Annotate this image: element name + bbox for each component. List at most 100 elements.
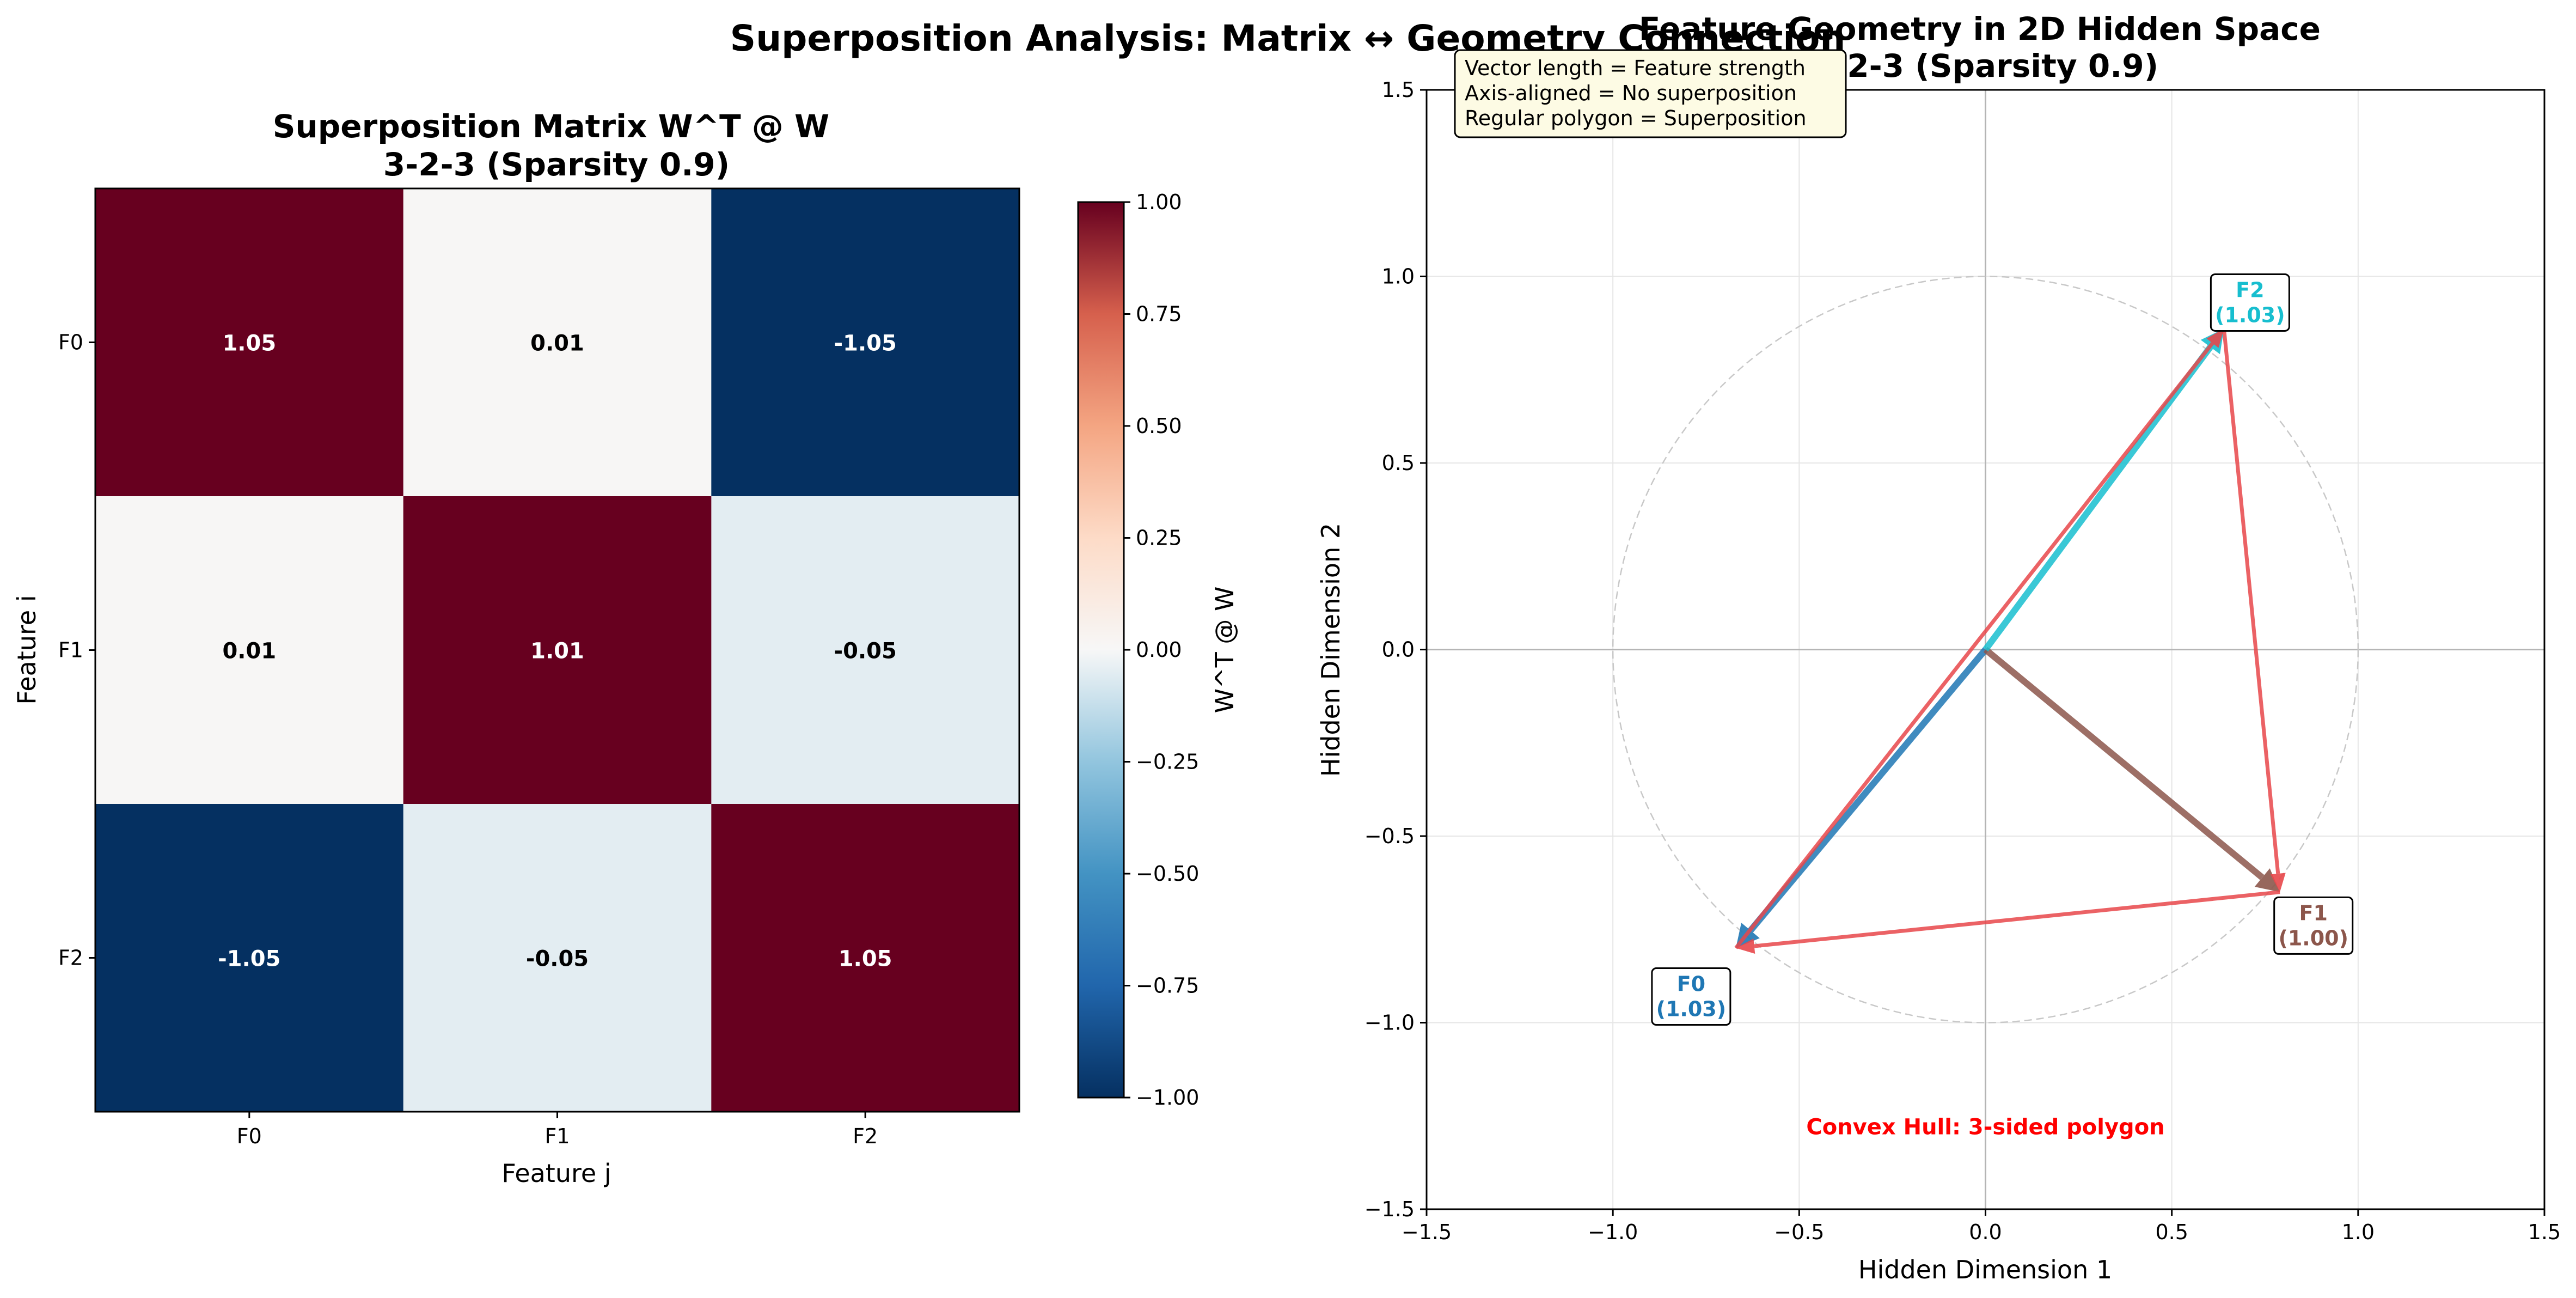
hull-edge (1735, 890, 2280, 954)
heatmap-cell-label: -0.05 (526, 947, 589, 972)
heatmap-cell-label: -1.05 (218, 947, 280, 972)
colorbar-tick-label: 1.00 (1136, 190, 1182, 214)
vector-label-strength: (1.03) (2215, 303, 2285, 327)
colorbar-tick-label: −0.25 (1136, 750, 1199, 774)
annotation-line: Vector length = Feature strength (1465, 56, 1806, 80)
heatmap-ylabel: Feature i (12, 595, 41, 704)
geometry-panel: Feature Geometry in 2D Hidden Space 3-2-… (1316, 10, 2561, 1284)
heatmap-cell-label: 0.01 (222, 639, 276, 664)
geometry-xtick-label: 0.0 (1969, 1220, 2002, 1244)
vector-label-strength: (1.03) (1656, 997, 1727, 1021)
annotation-box: Vector length = Feature strengthAxis-ali… (1454, 49, 1847, 138)
heatmap-title-line-1: Superposition Matrix W^T @ W (273, 108, 829, 145)
heatmap-ticks: F0 F1 F2 F0 F1 F2 (58, 331, 878, 1149)
colorbar-tick-label: −0.50 (1136, 862, 1199, 886)
hull-edge (2222, 328, 2286, 892)
geometry-title-line-2: 3-2-3 (Sparsity 0.9) (1812, 47, 2158, 84)
vector-label-name: F0 (1677, 972, 1705, 996)
geometry-ytick-label: 1.0 (1382, 265, 1415, 289)
hull-edge-head (1735, 939, 1755, 954)
geometry-xtick-label: −1.0 (1588, 1220, 1638, 1244)
geometry-ticks: −1.5 −1.0 −0.5 0.0 0.5 1.0 1.5 1.5 1.0 0.5 0.0 −0.5… (1365, 78, 2561, 1244)
colorbar-tick-label: 0.75 (1136, 302, 1182, 326)
annotation-line: Axis-aligned = No superposition (1465, 81, 1797, 105)
unit-circle (1612, 276, 2359, 1023)
feature-vector-f1 (1983, 647, 2280, 892)
vector-label-name: F2 (2236, 278, 2264, 302)
heatmap-cell-0-1 (403, 188, 712, 497)
heatmap-xtick-label: F0 (237, 1124, 262, 1148)
heatmap-xlabel: Feature j (501, 1159, 611, 1188)
hull-edge-shaft (2222, 328, 2280, 874)
heatmap-cell-2-2 (711, 804, 1020, 1112)
feature-vector-f2-shaft (1983, 345, 2213, 652)
heatmap-cell-2-0 (95, 804, 404, 1112)
vector-label-f2: F2(1.03) (2210, 273, 2290, 332)
heatmap-cell-label: 0.01 (530, 331, 584, 356)
vector-label-box (2210, 273, 2290, 332)
geometry-ytick-label: 0.5 (1382, 451, 1415, 475)
heatmap-cell-2-1 (403, 804, 712, 1112)
heatmap-title: Superposition Matrix W^T @ W 3-2-3 (Spar… (273, 108, 841, 183)
heatmap-xtick-label: F2 (853, 1124, 878, 1148)
colorbar-ticks: 1.00 0.75 0.50 0.25 0.00 −0.25 −0.50 −0.75 −1.00 (1124, 190, 1199, 1110)
geometry-xtick-label: 1.0 (2342, 1220, 2375, 1244)
heatmap-cell-label: 1.01 (530, 639, 584, 664)
geometry-xtick-label: −1.5 (1402, 1220, 1452, 1244)
heatmap-ytick-label: F0 (58, 331, 83, 355)
vector-label-f0: F0(1.03) (1651, 967, 1731, 1026)
geometry-content: F0(1.03)F1(1.00)F2(1.03)Convex Hull: 3-s… (1612, 273, 2359, 1139)
geometry-ytick-label: 1.5 (1382, 78, 1415, 102)
geometry-ytick-label: 0.0 (1382, 638, 1415, 662)
heatmap-cell-label: 1.05 (839, 947, 892, 972)
geometry-ytick-label: −0.5 (1365, 824, 1415, 848)
vector-label-f1: F1(1.00) (2273, 896, 2354, 955)
geometry-xtick-label: 0.5 (2155, 1220, 2188, 1244)
hull-edge-shaft (1734, 342, 2214, 949)
heatmap-cell-1-0 (95, 496, 404, 805)
hull-caption: Convex Hull: 3-sided polygon (1806, 1114, 2164, 1139)
vector-label-strength: (1.00) (2278, 926, 2348, 950)
colorbar-tick-label: 0.00 (1136, 638, 1182, 662)
heatmap-cell-1-1 (403, 496, 712, 805)
heatmap-ytick-label: F1 (58, 638, 83, 662)
feature-vector-f1-shaft (1983, 647, 2265, 880)
geometry-ylabel: Hidden Dimension 2 (1316, 523, 1345, 777)
colorbar-tick-label: 0.25 (1136, 526, 1182, 550)
vector-label-box (2273, 896, 2354, 955)
colorbar-tick-label: 0.50 (1136, 414, 1182, 438)
feature-vector-f0-shaft (1748, 647, 1988, 933)
geometry-ytick-label: −1.5 (1365, 1197, 1415, 1221)
hull-edge-head (2206, 328, 2224, 348)
colorbar-label: W^T @ W (1210, 587, 1239, 714)
heatmap-cell-1-2 (711, 496, 1020, 805)
geometry-title: Feature Geometry in 2D Hidden Space 3-2-… (1639, 10, 2332, 84)
heatmap-title-line-2: 3-2-3 (Sparsity 0.9) (383, 146, 730, 183)
hull-edge-shaft (1754, 890, 2280, 948)
heatmap-cell-0-2 (711, 188, 1020, 497)
heatmap-cell-label: -0.05 (834, 639, 897, 664)
heatmap-cell-label: 1.05 (222, 331, 276, 356)
colorbar-tick-label: −1.00 (1136, 1086, 1199, 1110)
heatmap-xtick-label: F1 (544, 1124, 570, 1148)
geometry-ytick-label: −1.0 (1365, 1011, 1415, 1035)
colorbar-tick-label: −0.75 (1136, 974, 1199, 998)
hull-edge (1734, 328, 2224, 949)
geometry-xtick-label: −0.5 (1774, 1220, 1824, 1244)
geometry-title-line-1: Feature Geometry in 2D Hidden Space (1639, 10, 2321, 47)
geometry-xtick-label: 1.5 (2528, 1220, 2561, 1244)
heatmap-ytick-label: F2 (58, 946, 83, 970)
vector-label-name: F1 (2299, 901, 2328, 925)
heatmap-cell-0-0 (95, 188, 404, 497)
feature-vector-f1-head (2254, 868, 2280, 892)
annotation-line: Regular polygon = Superposition (1465, 106, 1807, 130)
hull-edge-head (2270, 873, 2286, 892)
heatmap-cell-label: -1.05 (834, 331, 897, 356)
heatmap-cells: 1.05 0.01 -1.05 0.01 1.01 -0.05 -1.05 -0.05 1.05 (95, 188, 1020, 1112)
colorbar-gradient (1077, 201, 1125, 1099)
vector-label-box (1651, 967, 1731, 1026)
geometry-xlabel: Hidden Dimension 1 (1858, 1255, 2112, 1284)
annotation-box-bg (1454, 49, 1847, 138)
heatmap-panel: Superposition Matrix W^T @ W 3-2-3 (Spar… (12, 108, 1239, 1188)
